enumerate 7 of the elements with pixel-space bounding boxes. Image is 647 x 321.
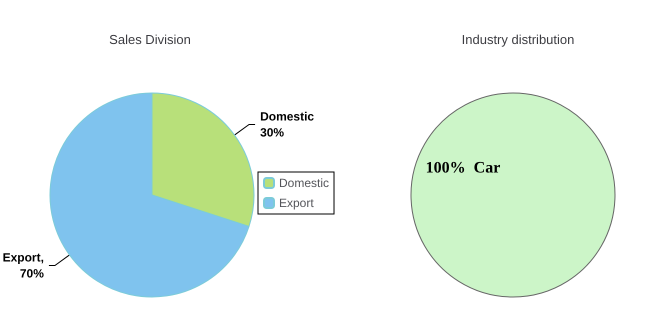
data-label: Export, 70% (2, 250, 44, 281)
chart-title: Sales Division (109, 32, 191, 47)
legend-label: Export (279, 196, 314, 210)
legend-label: Domestic (279, 176, 330, 190)
chart-title: Industry distribution (462, 32, 574, 47)
slice-label: 100% Car (426, 160, 500, 176)
data-label: Domestic 30% (260, 109, 314, 140)
